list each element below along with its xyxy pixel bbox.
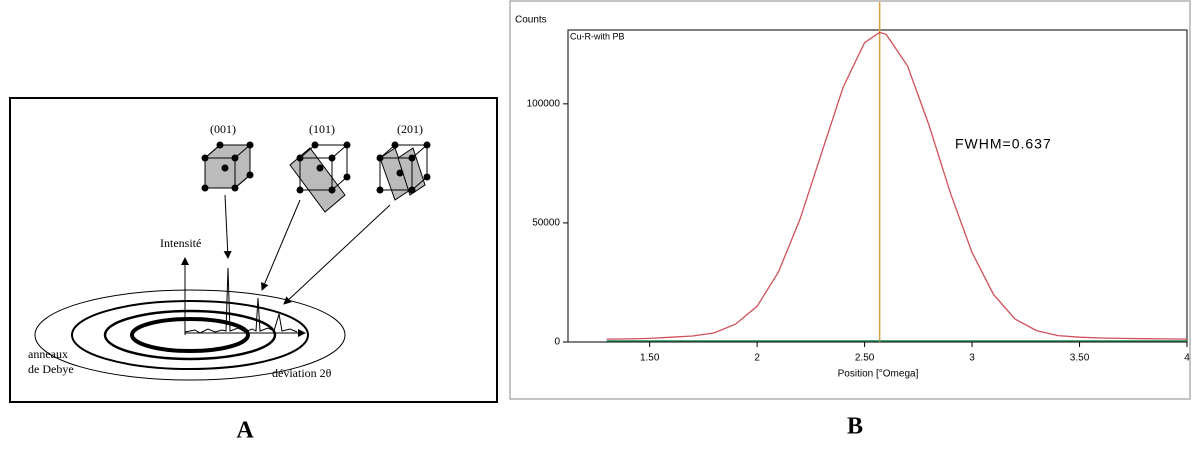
- debye-rings: [34, 289, 346, 381]
- diagram: (001) (101) (201): [9, 97, 498, 403]
- plane-label: (101): [309, 122, 335, 136]
- rings-label: de Debye: [28, 362, 74, 376]
- x-tick-label: 3: [969, 353, 975, 364]
- y-axis-label: Counts: [515, 15, 547, 26]
- rings-label: anneaux: [28, 347, 68, 361]
- arrow: [223, 194, 232, 259]
- x-tick-label: 2: [754, 353, 760, 364]
- x-tick-label: 1.50: [640, 353, 660, 364]
- cube: [201, 141, 254, 192]
- cube: [289, 141, 351, 213]
- panel-label: A: [236, 418, 254, 444]
- y-tick-label: 0: [554, 337, 560, 348]
- plane-label: (201): [397, 122, 423, 136]
- y-tick-label: 50000: [532, 218, 560, 229]
- axis-label: déviation 2θ: [272, 366, 332, 380]
- x-axis-label: Position [°Omega]: [838, 369, 919, 380]
- axis-label: Intensité: [160, 236, 201, 250]
- y-tick-label: 100000: [527, 98, 561, 109]
- panel-label: B: [847, 414, 863, 440]
- x-tick-label: 4: [1184, 353, 1190, 364]
- plot-area: [567, 29, 1188, 343]
- x-tick-label: 2.50: [855, 353, 875, 364]
- cube: [376, 141, 431, 201]
- arrow: [261, 199, 301, 291]
- x-tick-label: 3.50: [1070, 353, 1090, 364]
- plane-label: (001): [210, 122, 236, 136]
- arrow: [283, 204, 391, 305]
- annotation: FWHM=0.637: [955, 136, 1052, 152]
- spectrum: [184, 267, 298, 334]
- legend-entry: Cu-R-with PB: [570, 31, 625, 41]
- series-line: [606, 31, 1188, 340]
